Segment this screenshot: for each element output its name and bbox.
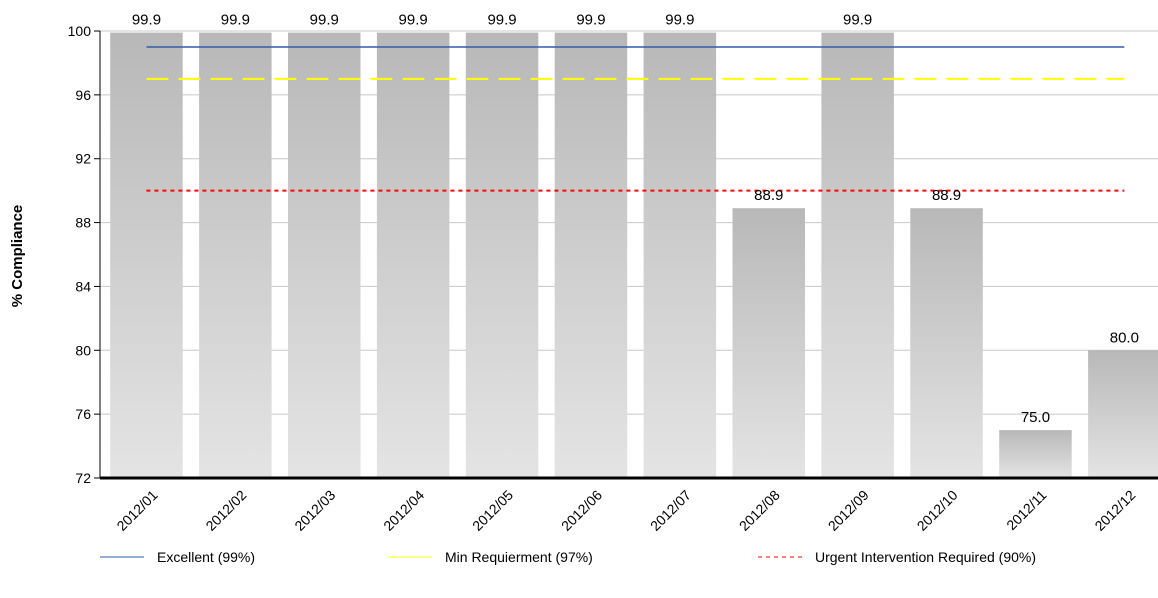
x-tick-label-2012/10: 2012/10	[914, 487, 961, 534]
x-tick-label-2012/11: 2012/11	[1003, 487, 1050, 534]
bar-2012/03	[288, 32, 361, 478]
bar-2012/02	[199, 32, 272, 478]
bars	[110, 32, 1158, 479]
y-tick-label: 80	[75, 342, 91, 358]
legend: Excellent (99%) Min Requierment (97%) Urge…	[100, 549, 1036, 565]
x-tick-label-2012/06: 2012/06	[558, 487, 605, 534]
data-label-2012/11: 75.0	[1021, 409, 1050, 426]
data-label-2012/10: 88.9	[932, 187, 961, 204]
x-tick-label-2012/09: 2012/09	[825, 487, 872, 534]
bar-2012/11	[999, 430, 1072, 478]
data-label-2012/02: 99.9	[221, 12, 250, 29]
y-tick-label: 72	[75, 470, 91, 486]
x-tick-label-2012/03: 2012/03	[291, 487, 338, 534]
bar-2012/07	[643, 32, 717, 478]
legend-label-90: Urgent Intervention Required (90%)	[815, 549, 1036, 565]
bar-2012/05	[465, 32, 539, 478]
axes	[94, 30, 1158, 480]
legend-label-97: Min Requierment (97%)	[445, 549, 593, 565]
grid-lines	[100, 30, 1158, 415]
bar-2012/12	[1088, 350, 1158, 478]
legend-label-99: Excellent (99%)	[157, 549, 255, 565]
x-tick-label-2012/05: 2012/05	[469, 487, 516, 534]
bar-2012/09	[821, 32, 894, 478]
bar-2012/06	[554, 32, 628, 478]
data-label-2012/07: 99.9	[665, 12, 694, 29]
bar-2012/04	[376, 32, 450, 478]
x-tick-label-2012/08: 2012/08	[736, 487, 783, 534]
x-tick-label-2012/01: 2012/01	[113, 487, 160, 534]
y-tick-label: 76	[75, 406, 91, 422]
data-label-2012/09: 99.9	[843, 12, 872, 29]
data-labels: 99.9 99.9 99.9 99.9 99.9 99.9 99.9 88.9 99.9 88.9…	[132, 12, 1139, 427]
x-tick-labels: 2012/01 2012/02 2012/03 2012/04 2012/05 2012/…	[113, 487, 1138, 534]
data-label-2012/01: 99.9	[132, 12, 161, 29]
data-label-2012/04: 99.9	[399, 12, 428, 29]
data-label-2012/03: 99.9	[310, 12, 339, 29]
bar-2012/01	[110, 32, 183, 478]
y-tick-label: 96	[75, 87, 91, 103]
reference-lines	[146, 46, 1125, 192]
y-tick-label: 84	[75, 278, 91, 294]
bar-2012/08	[732, 208, 805, 479]
x-tick-label-2012/07: 2012/07	[647, 487, 694, 534]
data-label-2012/08: 88.9	[754, 187, 783, 204]
bar-2012/10	[910, 208, 983, 479]
x-tick-label-2012/04: 2012/04	[380, 487, 427, 534]
x-tick-label-2012/12: 2012/12	[1091, 487, 1138, 534]
y-tick-label: 88	[75, 215, 91, 231]
y-tick-label: 100	[68, 23, 92, 39]
y-axis-title: % Compliance	[9, 205, 26, 308]
data-label-2012/05: 99.9	[487, 12, 516, 29]
data-label-2012/12: 80.0	[1110, 329, 1139, 346]
y-tick-labels: 72 76 80 84 88 92 96 100	[68, 23, 92, 486]
x-tick-label-2012/02: 2012/02	[202, 487, 249, 534]
y-tick-label: 92	[75, 151, 91, 167]
data-label-2012/06: 99.9	[576, 12, 605, 29]
